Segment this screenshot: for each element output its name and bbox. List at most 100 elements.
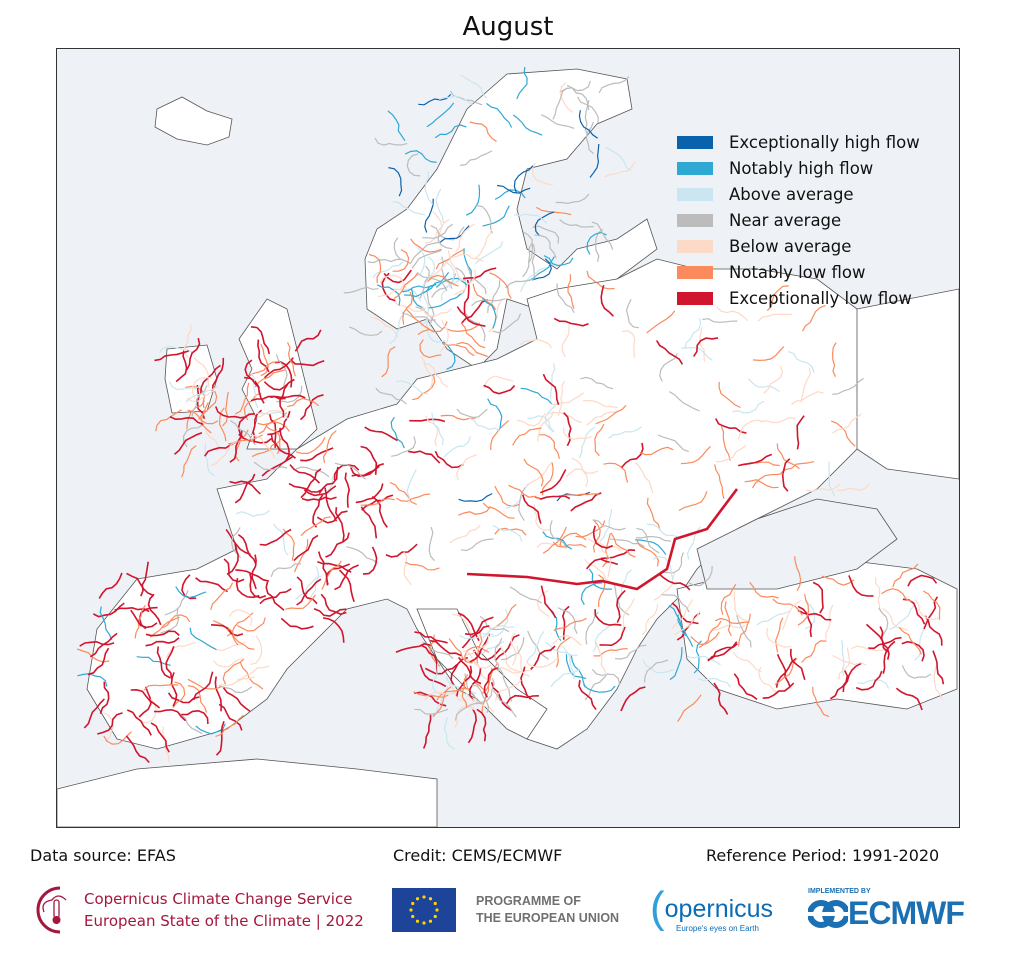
river-segment	[405, 561, 440, 571]
river-segment	[99, 606, 113, 641]
river-segment	[542, 373, 560, 406]
river-segment	[655, 340, 684, 365]
river-segment	[686, 655, 721, 666]
river-segment	[276, 385, 303, 403]
river-segment	[527, 415, 555, 433]
river-segment	[222, 658, 245, 685]
river-segment	[476, 204, 494, 234]
river-segment	[766, 627, 792, 648]
river-segment	[237, 617, 266, 632]
legend-swatch	[677, 213, 713, 227]
river-segment	[565, 468, 599, 478]
river-segment	[376, 284, 401, 306]
river-segment	[657, 434, 690, 453]
river-segment	[513, 165, 534, 193]
river-segment	[196, 384, 206, 419]
river-segment	[469, 121, 497, 142]
river-segment	[402, 291, 413, 325]
river-segment	[287, 397, 320, 408]
river-segment	[361, 494, 394, 511]
river-segment	[415, 306, 444, 330]
river-segment	[584, 99, 590, 136]
land-africa	[56, 758, 438, 828]
river-segment	[296, 576, 318, 605]
river-segment	[279, 427, 290, 461]
river-segment	[231, 527, 242, 559]
copernicus-logo: (opernicus Europe's eyes on Earth	[650, 886, 773, 934]
river-segment	[737, 419, 764, 440]
river-segment	[439, 225, 470, 243]
river-segment	[483, 375, 514, 389]
river-segment	[472, 283, 497, 311]
river-segment	[578, 679, 597, 711]
river-segment	[290, 359, 325, 367]
river-segment	[211, 357, 225, 392]
river-segment	[621, 598, 635, 632]
river-segment	[442, 342, 475, 357]
river-segment	[461, 625, 490, 649]
river-segment	[781, 458, 791, 492]
river-segment	[461, 299, 488, 324]
river-segment	[344, 472, 351, 508]
river-segment	[525, 657, 559, 668]
river-segment	[534, 211, 555, 237]
river-segment	[333, 464, 360, 481]
river-segment	[832, 413, 862, 434]
river-segment	[388, 167, 403, 197]
river-segment	[405, 308, 435, 333]
river-segment	[738, 613, 751, 647]
river-segment	[391, 436, 417, 457]
river-segment	[143, 683, 179, 691]
river-segment	[418, 93, 452, 106]
river-segment	[219, 407, 227, 442]
river-segment	[565, 654, 587, 679]
river-segment	[599, 626, 626, 647]
river-segment	[422, 223, 453, 239]
river-segment	[797, 605, 813, 638]
river-segment	[714, 464, 725, 499]
river-segment	[639, 446, 674, 456]
river-segment	[414, 708, 449, 716]
river-segment	[857, 679, 890, 689]
river-segment	[367, 258, 403, 264]
river-segment	[545, 641, 578, 656]
river-segment	[147, 593, 162, 626]
river-segment	[443, 717, 455, 750]
river-segment	[907, 574, 938, 587]
river-segment	[387, 110, 406, 142]
river-segment	[181, 709, 209, 725]
river-segment	[775, 617, 784, 653]
river-segment	[403, 551, 412, 586]
river-segment	[355, 483, 384, 504]
river-segment	[677, 694, 702, 722]
river-segment	[659, 353, 678, 382]
river-segment	[800, 368, 811, 403]
river-segment	[559, 82, 574, 113]
river-segment	[797, 593, 810, 626]
river-segment	[585, 558, 619, 570]
land-balticE	[856, 288, 960, 480]
river-segment	[922, 590, 941, 620]
river-segment	[149, 616, 180, 638]
river-segment	[669, 391, 700, 412]
river-segment	[374, 137, 408, 146]
river-segment	[702, 318, 738, 323]
river-segment	[165, 641, 196, 659]
river-segment	[537, 410, 555, 442]
river-segment	[222, 391, 229, 427]
river-segment	[421, 307, 453, 317]
map-canvas	[56, 66, 960, 828]
river-segment	[286, 342, 297, 377]
river-segment	[270, 434, 296, 459]
river-segment	[775, 657, 797, 688]
river-segment	[563, 493, 600, 496]
river-segment	[257, 421, 290, 432]
river-segment	[842, 662, 862, 693]
river-segment	[370, 316, 399, 338]
river-segment	[838, 647, 851, 680]
river-segment	[563, 412, 572, 447]
river-segment	[506, 694, 539, 705]
river-segment	[796, 415, 805, 450]
river-segment	[881, 588, 912, 602]
c3s-line2: European State of the Climate | 2022	[84, 912, 364, 930]
